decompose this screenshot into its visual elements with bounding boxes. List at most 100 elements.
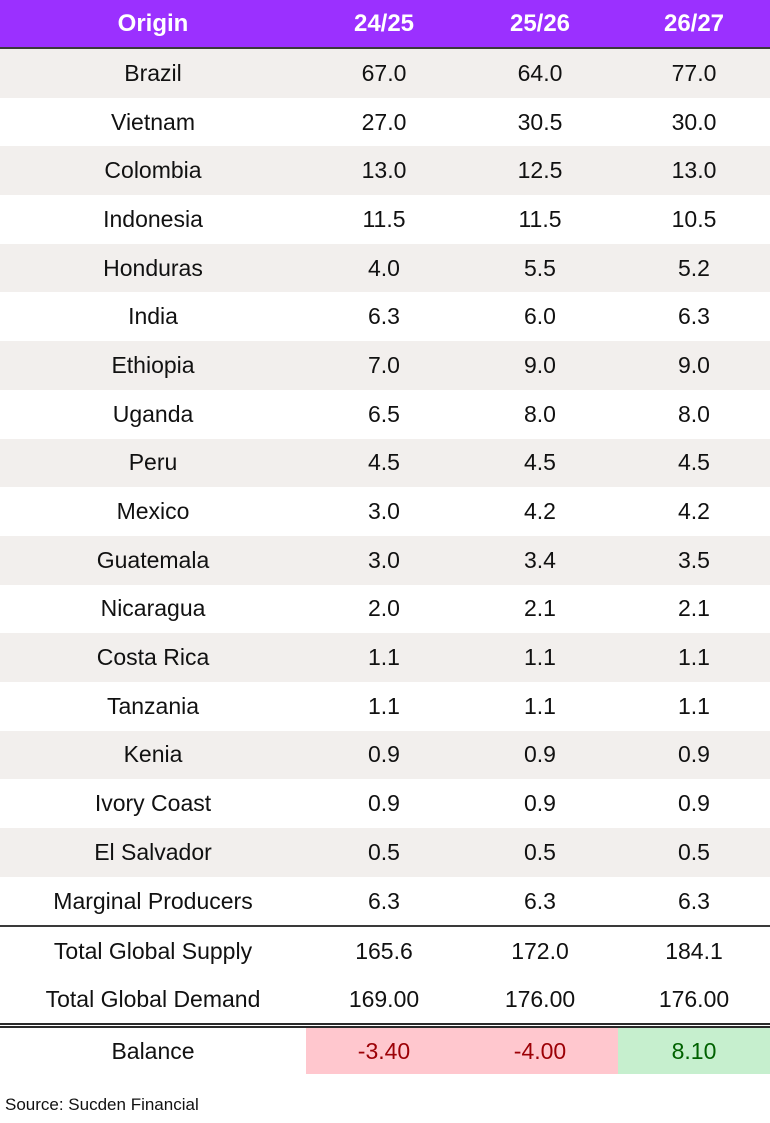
table-row: Ivory Coast 0.9 0.9 0.9 [0,779,770,828]
value-cell: 3.0 [368,546,400,573]
value-cell: 0.9 [368,741,400,768]
balance-value-26-27: 8.10 [618,1028,770,1075]
value-cell: 77.0 [671,59,717,86]
value-cell: 12.5 [517,157,563,184]
origin-cell: Indonesia [103,205,203,232]
origin-cell: Tanzania [106,692,200,719]
table-cell: 184.1 [665,937,723,964]
table-row: India 6.3 6.0 6.3 [0,292,770,342]
table-cell: 169.00 [348,985,420,1012]
value-cell: 1.1 [524,692,556,719]
table-row: Vietnam 27.0 30.5 30.0 [0,97,770,147]
value-cell: 4.2 [524,498,556,525]
value-cell: 7.0 [368,351,400,378]
value-cell: 0.9 [524,790,556,817]
origin-cell: Vietnam [111,108,195,135]
source-note: Source: Sucden Financial [5,1095,199,1114]
value-cell: 30.5 [517,108,563,135]
value-cell: 4.5 [524,449,556,476]
table-header: Origin 24/25 25/26 26/27 [0,0,770,49]
value-cell: 6.0 [524,303,556,330]
table-row: Mexico 3.0 4.2 4.2 [0,487,770,536]
balance-value-25-26: -4.00 [462,1028,618,1075]
table-row: Uganda 6.5 8.0 8.0 [0,389,770,439]
value-cell: 5.2 [678,254,710,281]
origin-cell: Costa Rica [96,644,210,671]
totals-section: Total Global Supply 165.6 172.0 184.1 To… [0,925,770,1024]
table-row: Marginal Producers 6.3 6.3 6.3 [0,876,770,926]
table-row: Kenia 0.9 0.9 0.9 [0,730,770,780]
origin-cell: Colombia [104,157,202,184]
table-row: Guatemala 3.0 3.4 3.5 [0,535,770,585]
table-cell: Total Global Supply [53,937,253,964]
origin-cell: Uganda [112,400,194,427]
value-cell: 11.5 [518,205,562,232]
value-cell: 0.9 [524,741,556,768]
value-cell: 0.9 [368,790,400,817]
value-cell: 10.5 [671,205,717,232]
table-row: Tanzania 1.1 1.1 1.1 [0,681,770,731]
origin-cell: Kenia [123,741,183,768]
value-cell: 2.1 [524,595,556,622]
value-cell: 0.5 [524,838,556,865]
value-cell: 1.1 [368,644,400,671]
value-cell: 4.5 [678,449,710,476]
table-row: Honduras 4.0 5.5 5.2 [0,243,770,293]
value-cell: 67.0 [361,59,407,86]
value-cell: 0.9 [678,790,710,817]
value-cell: 1.1 [524,644,556,671]
value-cell: 6.3 [368,303,400,330]
balance-value-24-25: -3.40 [306,1028,462,1075]
header-24-25: 24/25 [353,9,415,37]
balance-row: Balance -3.40 -4.00 8.10 [0,1028,770,1075]
table-row: Costa Rica 1.1 1.1 1.1 [0,633,770,682]
table-cell: 176.00 [504,985,576,1012]
value-cell: 8.0 [524,400,556,427]
origin-cell: Mexico [116,498,190,525]
value-cell: 6.3 [678,887,710,914]
value-cell: 9.0 [678,351,710,378]
origin-cell: Honduras [103,254,203,281]
value-cell: 1.1 [678,644,710,671]
value-cell: 8.0 [678,400,710,427]
origin-cell: El Salvador [94,838,212,865]
value-cell: 2.1 [678,595,710,622]
origin-cell: Peru [128,449,178,476]
balance-label: Balance [111,1037,195,1064]
value-cell: 5.5 [524,254,556,281]
value-cell: 2.0 [368,595,400,622]
header-origin: Origin [117,9,189,37]
table-cell: 165.6 [355,937,413,964]
table-row: Colombia 13.0 12.5 13.0 [0,146,770,196]
value-cell: 27.0 [361,108,407,135]
table-cell: 172.0 [511,937,569,964]
table-row: Ethiopia 7.0 9.0 9.0 [0,341,770,390]
value-cell: 3.0 [368,498,400,525]
table-row: Peru 4.5 4.5 4.5 [0,438,770,488]
value-cell: 3.5 [678,546,710,573]
total-demand-row: Total Global Demand 169.00 176.00 176.00 [0,975,770,1024]
value-cell: 64.0 [517,59,563,86]
value-cell: 0.5 [678,838,710,865]
origin-cell: Nicaragua [100,595,206,622]
header-25-26: 25/26 [509,9,571,37]
value-cell: 6.5 [368,400,400,427]
value-cell: 6.3 [678,303,710,330]
table-cell: 176.00 [658,985,730,1012]
value-cell: 1.1 [368,692,400,719]
table-row: Nicaragua 2.0 2.1 2.1 [0,584,770,634]
value-cell: 0.9 [678,741,710,768]
value-cell: 4.5 [368,449,400,476]
table-cell: Total Global Demand [45,985,261,1012]
value-cell: 30.0 [671,108,717,135]
value-cell: 13.0 [671,157,717,184]
origin-cell: Brazil [124,59,182,86]
value-cell: 4.0 [368,254,400,281]
table-row: Indonesia 11.5 11.5 10.5 [0,195,770,244]
value-cell: 1.1 [678,692,710,719]
double-rule-divider [0,1023,770,1029]
header-26-27: 26/27 [663,9,725,37]
table-body: Brazil 67.0 64.0 77.0 Vietnam 27.0 30.5 30.0 Col… [0,49,770,926]
value-cell: 13.0 [361,157,407,184]
value-cell: 11.5 [362,205,406,232]
